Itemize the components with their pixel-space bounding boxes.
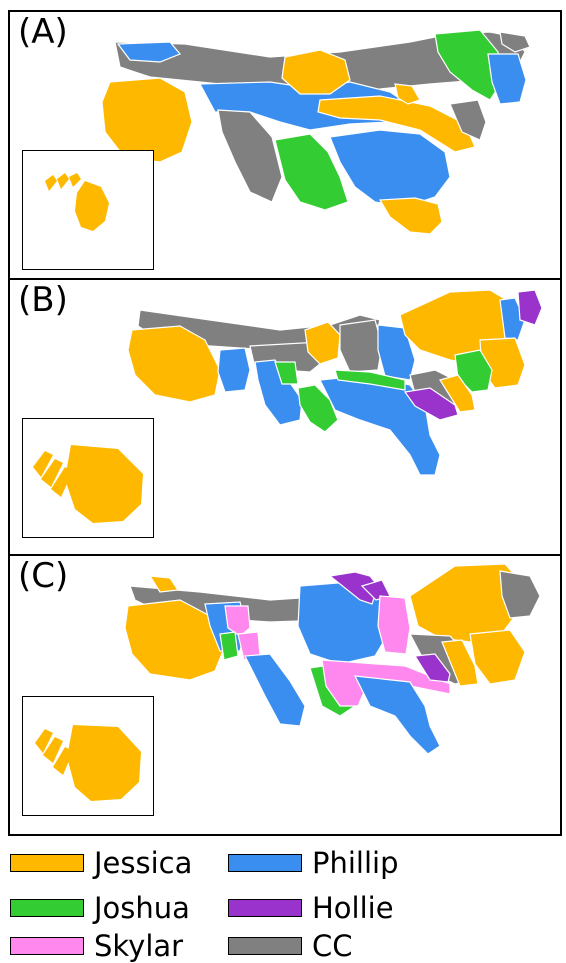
cartogram-map-b [127,289,543,476]
region-hollie [403,387,459,421]
cartogram-map-c [124,563,541,755]
swatch-skylar [10,937,84,955]
region-jessica [469,629,526,685]
region-phillip [244,653,306,727]
region-joshua [219,631,239,661]
region-jessica [148,575,180,593]
region-joshua [297,384,339,433]
inset-map-a [45,173,109,231]
legend-label-skylar: Skylar [94,929,184,963]
region-jessica [281,49,351,95]
panel-c-label: (C) [18,556,69,596]
panel-b-label: (B) [18,280,68,320]
inset-alaska-hawaii-c [22,696,154,816]
region-jessica [378,197,443,235]
legend-item-cc: CC [228,929,353,963]
swatch-joshua [10,899,84,917]
inset-map-c [35,725,141,801]
region-cc [339,319,383,373]
region-joshua [274,361,299,385]
region-phillip [353,675,441,755]
panel-b: (B) [8,278,562,556]
legend-label-joshua: Joshua [94,891,190,925]
panel-a: (A) [8,10,562,280]
inset-map-b [33,445,143,523]
panel-c: (C) [8,554,562,836]
legend-item-skylar: Skylar [10,929,184,963]
region-jessica [439,374,476,413]
region-jessica [304,321,341,365]
cartogram-map-a [101,29,531,235]
region-jessica [441,639,479,687]
region-jessica [409,563,526,643]
legend: Jessica Phillip Joshua Hollie Skylar CC [0,843,566,963]
region-hollie [413,653,451,683]
swatch-jessica [10,854,84,872]
region-phillip [217,347,251,393]
swatch-phillip [228,854,302,872]
region-joshua [274,133,349,211]
legend-item-joshua: Joshua [10,891,190,925]
legend-item-hollie: Hollie [228,891,394,925]
legend-label-cc: CC [312,929,353,963]
panel-a-label: (A) [18,12,68,52]
region-jessica [124,599,226,681]
region-cc [449,99,487,141]
region-jessica [127,325,221,403]
region-cc [499,31,531,53]
region-jessica [101,77,193,163]
legend-label-phillip: Phillip [312,846,399,880]
swatch-hollie [228,899,302,917]
swatch-cc [228,937,302,955]
region-skylar [377,595,411,655]
region-phillip [329,129,451,208]
legend-label-jessica: Jessica [94,846,193,880]
region-hollie [360,579,391,601]
region-hollie [517,289,543,326]
legend-item-phillip: Phillip [228,846,399,880]
region-phillip [116,41,181,63]
region-joshua [334,369,406,391]
region-skylar [224,605,251,637]
legend-label-hollie: Hollie [312,891,394,925]
inset-alaska-hawaii-b [22,418,154,538]
region-phillip [487,53,527,105]
region-cc [217,109,283,203]
region-joshua [434,29,503,101]
inset-alaska-hawaii-a [22,150,154,270]
region-jessica [394,83,421,105]
legend-item-jessica: Jessica [10,846,193,880]
region-cc [499,570,541,619]
